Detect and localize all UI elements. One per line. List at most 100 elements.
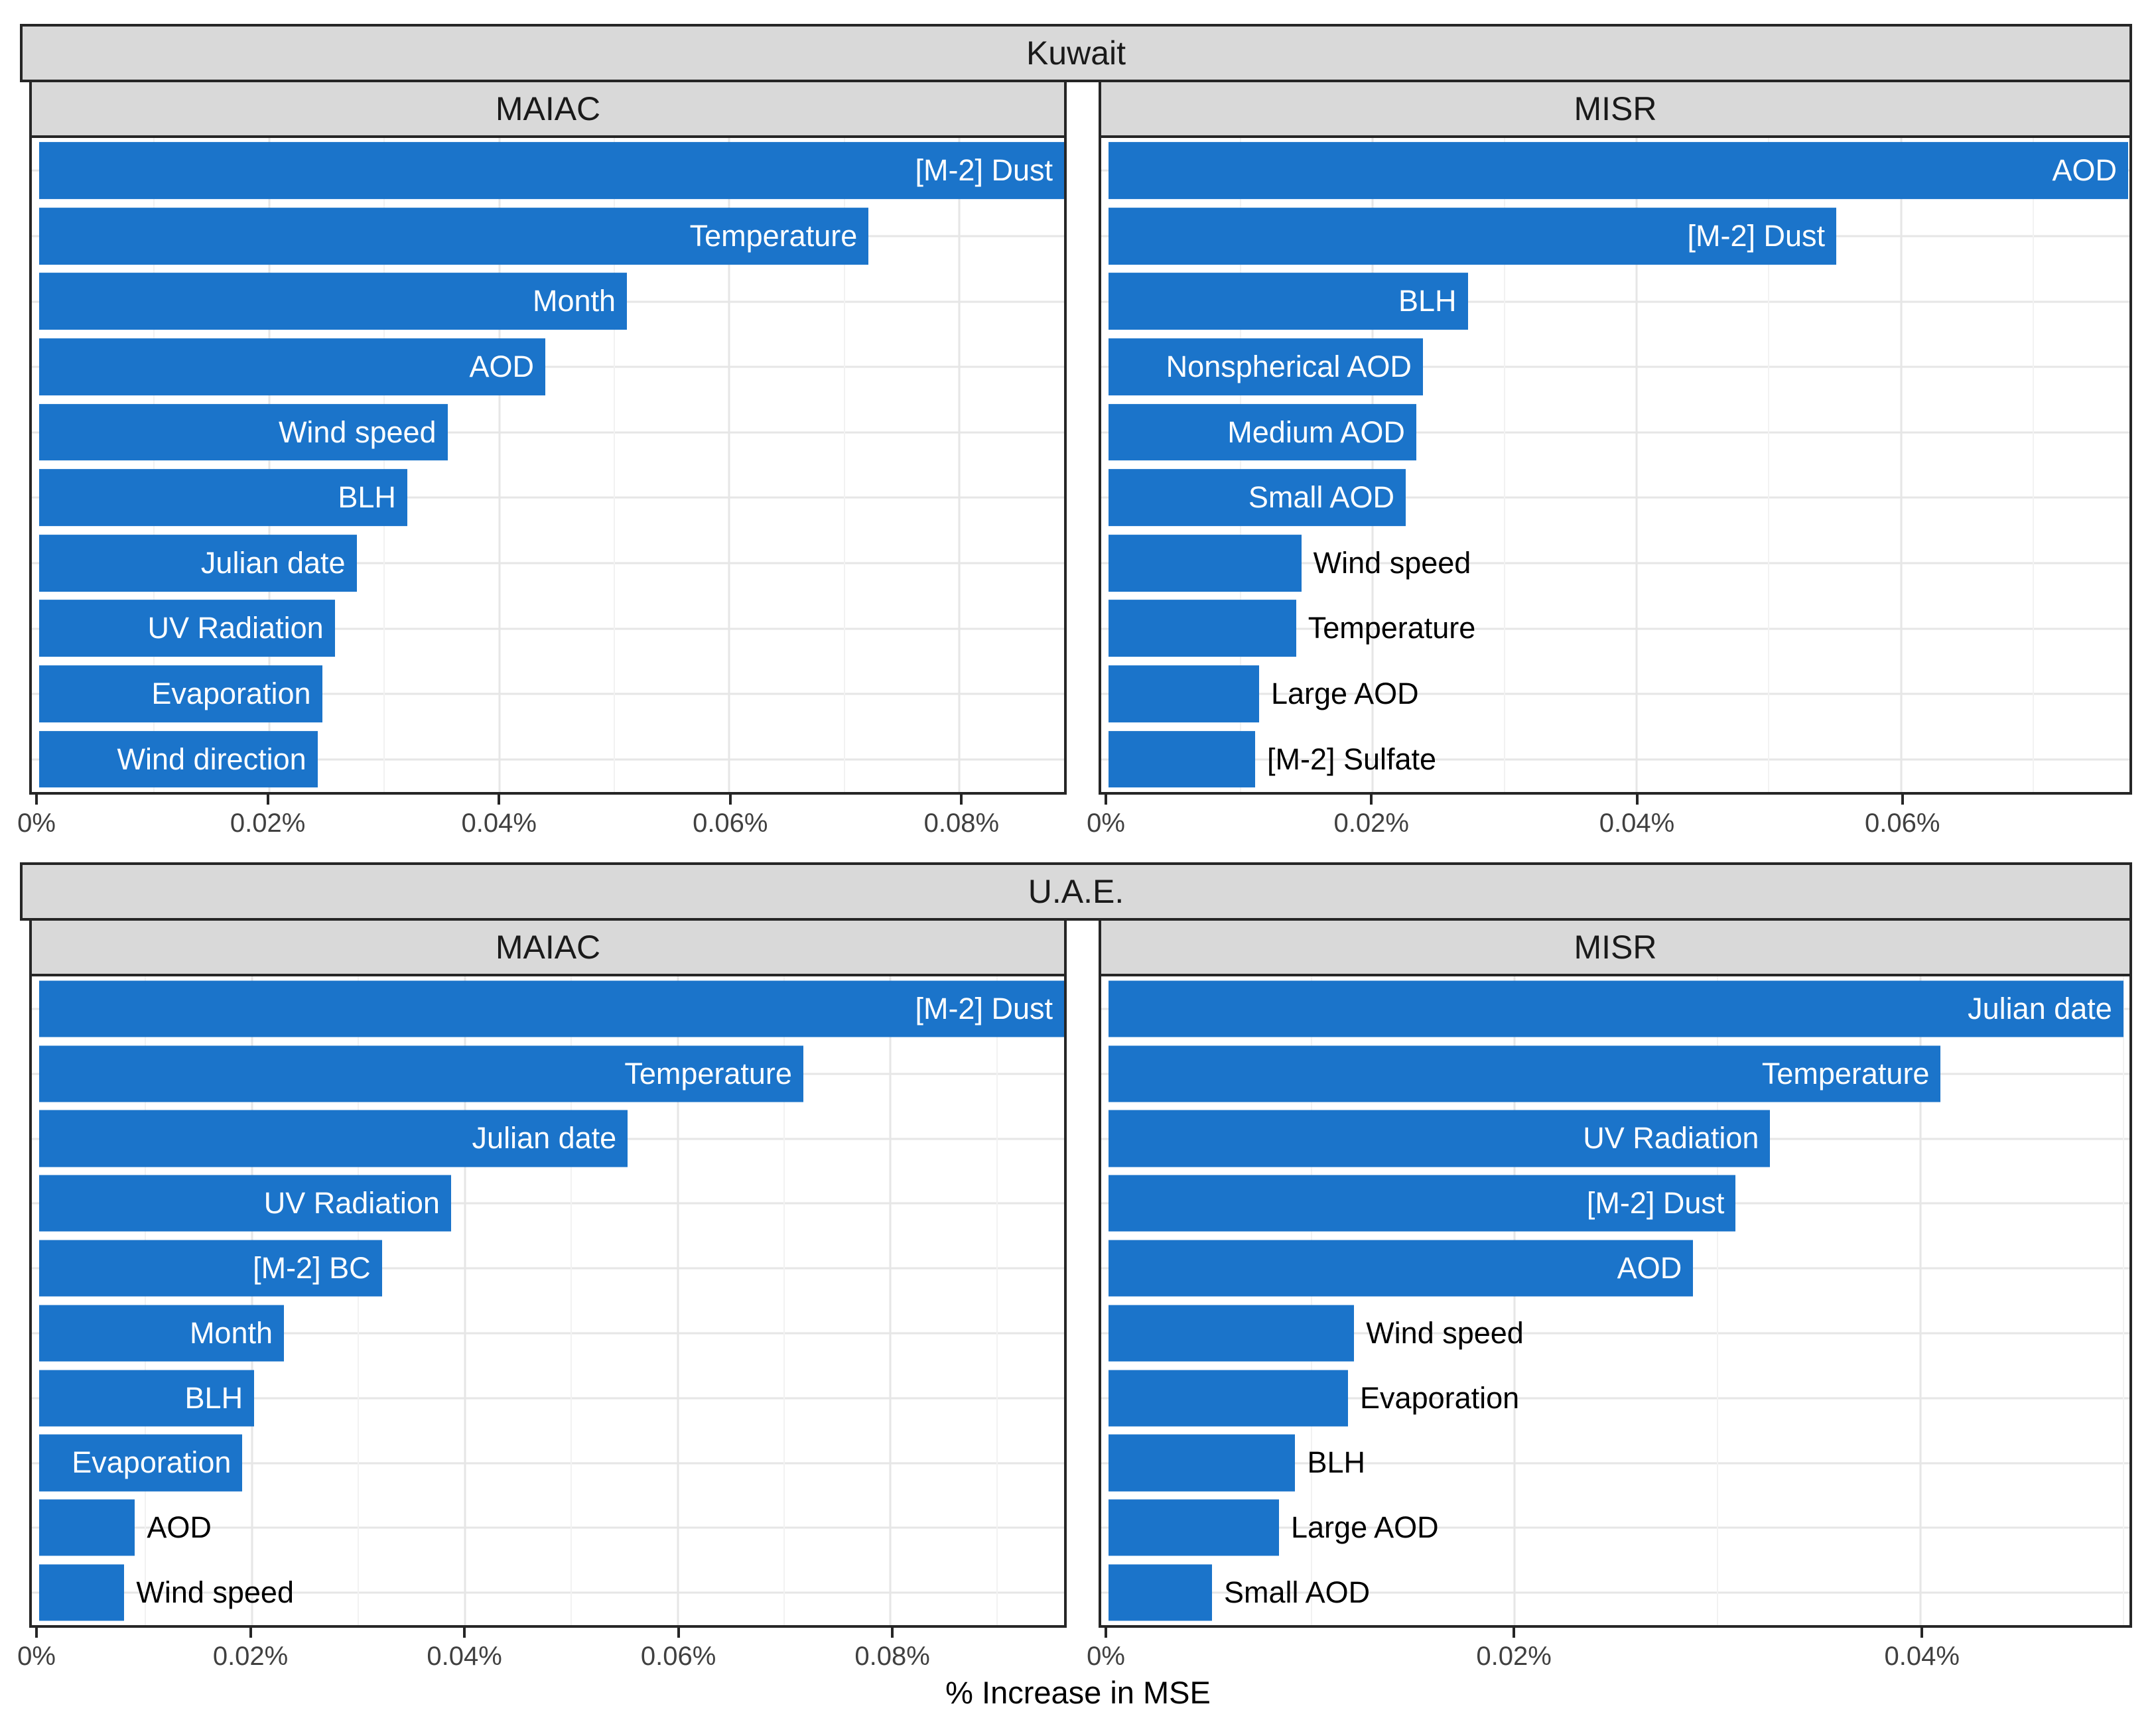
tick-mark: [728, 795, 732, 805]
bar-label: Temperature: [1308, 611, 1476, 645]
bar-label: [M-2] BC: [253, 1251, 371, 1286]
bar-label: Wind speed: [136, 1575, 294, 1610]
plot-kuwait: Kuwait MAIAC MISR [M-2] Dust Temperature M…: [17, 24, 2132, 842]
bar: [1109, 403, 1416, 461]
grid-major-line: [464, 976, 466, 1625]
grid-minor-line: [1240, 138, 1242, 792]
bar-row: Evaporation: [32, 661, 1064, 727]
grid-major-line-horizontal: [1101, 1462, 2129, 1464]
bar-label: Wind speed: [1366, 1315, 1524, 1350]
bar-label: Evaporation: [1360, 1380, 1520, 1415]
bar-row: Small AOD: [1101, 1560, 2129, 1625]
bar-row: Julian date: [32, 1106, 1064, 1171]
bar: [39, 980, 1064, 1037]
grid-major-line: [677, 976, 679, 1625]
tick-label: 0.06%: [1865, 809, 1940, 838]
grid-minor-line: [843, 138, 845, 792]
grid-major-line-horizontal: [1101, 693, 2129, 695]
bar-label: Evaporation: [72, 1445, 232, 1480]
grid-major-line-horizontal: [1101, 1526, 2129, 1529]
bar-label: Temperature: [624, 1056, 792, 1090]
grid-major-line-horizontal: [32, 758, 1064, 761]
bar-label: [M-2] Sulfate: [1266, 742, 1437, 776]
grid-major-line: [1900, 138, 1903, 792]
bar: [39, 1370, 255, 1427]
facet-strip-country: U.A.E.: [20, 862, 2132, 921]
grid-major-line-horizontal: [32, 1202, 1064, 1205]
bar-row: BLH: [1101, 269, 2129, 334]
x-axis-kuwait-misr: 0% 0.02% 0.04% 0.06%: [1087, 795, 2132, 842]
grid-major-line-horizontal: [1101, 1332, 2129, 1335]
tick-label: 0%: [1087, 809, 1125, 838]
tick-mark: [1901, 795, 1904, 805]
bar: [39, 1175, 451, 1232]
bar: [39, 273, 628, 330]
grid-major-line-horizontal: [32, 693, 1064, 695]
bar: [39, 403, 448, 461]
facet-strips: MAIAC MISR: [20, 918, 2132, 976]
bars-layer: [M-2] Dust Temperature Month AOD Wind speed B…: [32, 138, 1064, 792]
grid-major-line-horizontal: [32, 1267, 1064, 1270]
bar-row: Small AOD: [1101, 465, 2129, 531]
bar: [39, 534, 357, 592]
bar: [39, 469, 407, 527]
grid-minor-line: [153, 138, 155, 792]
grid-major-line-horizontal: [1101, 1397, 2129, 1400]
facet-strip-label: MISR: [1574, 90, 1657, 127]
bar: [1109, 534, 1302, 592]
bar-row: [M-2] Dust: [32, 138, 1064, 204]
bar-row: [M-2] BC: [32, 1236, 1064, 1301]
bar-row: Large AOD: [1101, 661, 2129, 727]
bar-row: Wind speed: [1101, 531, 2129, 596]
x-axis-uae-misr: 0% 0.02% 0.04%: [1087, 1628, 2132, 1676]
grid-major-line-horizontal: [1101, 365, 2129, 368]
tick-label: 0%: [1087, 1642, 1125, 1671]
bar: [1109, 980, 2123, 1037]
bar: [39, 600, 335, 657]
bar: [39, 1305, 284, 1362]
bar-label: Wind direction: [117, 742, 306, 776]
tick-mark: [1635, 795, 1639, 805]
tick-label: 0.04%: [461, 809, 537, 838]
bar-row: Temperature: [1101, 1041, 2129, 1106]
bar-row: [M-2] Dust: [1101, 204, 2129, 269]
bar-label: BLH: [184, 1380, 243, 1415]
bar: [39, 208, 869, 265]
bar-label: Large AOD: [1270, 677, 1419, 711]
axes: 0% 0.02% 0.04% 0.06% 0.08% 0% 0.02% 0.04%: [17, 1628, 2132, 1676]
panel-kuwait-maiac: [M-2] Dust Temperature Month AOD Wind speed B…: [29, 135, 1067, 795]
grid-major-line-horizontal: [32, 562, 1064, 564]
tick-mark: [1513, 1628, 1516, 1638]
bar-row: Temperature: [32, 204, 1064, 269]
tick-mark: [1370, 795, 1373, 805]
facet-strip-label: MAIAC: [495, 929, 601, 966]
bar-row: UV Radiation: [32, 1171, 1064, 1236]
tick-mark: [35, 795, 38, 805]
grid-major-line: [728, 138, 730, 792]
bar-row: Temperature: [1101, 596, 2129, 661]
grid-major-line-horizontal: [32, 627, 1064, 629]
tick-label: 0%: [17, 1642, 56, 1671]
bar: [1109, 1434, 1296, 1492]
bar: [39, 338, 545, 395]
tick-label: 0.02%: [212, 1642, 289, 1671]
bar: [1109, 1240, 1694, 1297]
bar-label: BLH: [1398, 284, 1457, 318]
bar-row: Large AOD: [1101, 1495, 2129, 1560]
bar-row: Wind speed: [32, 399, 1064, 465]
x-axis-uae-maiac: 0% 0.02% 0.04% 0.06% 0.08%: [17, 1628, 1067, 1676]
bar-row: Wind direction: [32, 726, 1064, 792]
facet-strips: MAIAC MISR: [20, 80, 2132, 138]
bar-row: [M-2] Dust: [1101, 1171, 2129, 1236]
tick-label: 0.02%: [1476, 1642, 1552, 1671]
bar: [39, 1045, 803, 1102]
bar: [1109, 338, 1423, 395]
tick-mark: [1105, 1628, 1107, 1638]
bars-layer: [M-2] Dust Temperature Julian date UV Radia…: [32, 976, 1064, 1625]
bar-row: AOD: [32, 334, 1064, 400]
grid-major-line-horizontal: [1101, 562, 2129, 564]
tick-label: 0.08%: [923, 809, 1000, 838]
bar: [1109, 730, 1255, 788]
facet-strip-maiac: MAIAC: [29, 918, 1067, 976]
tick-label: 0%: [17, 809, 56, 838]
